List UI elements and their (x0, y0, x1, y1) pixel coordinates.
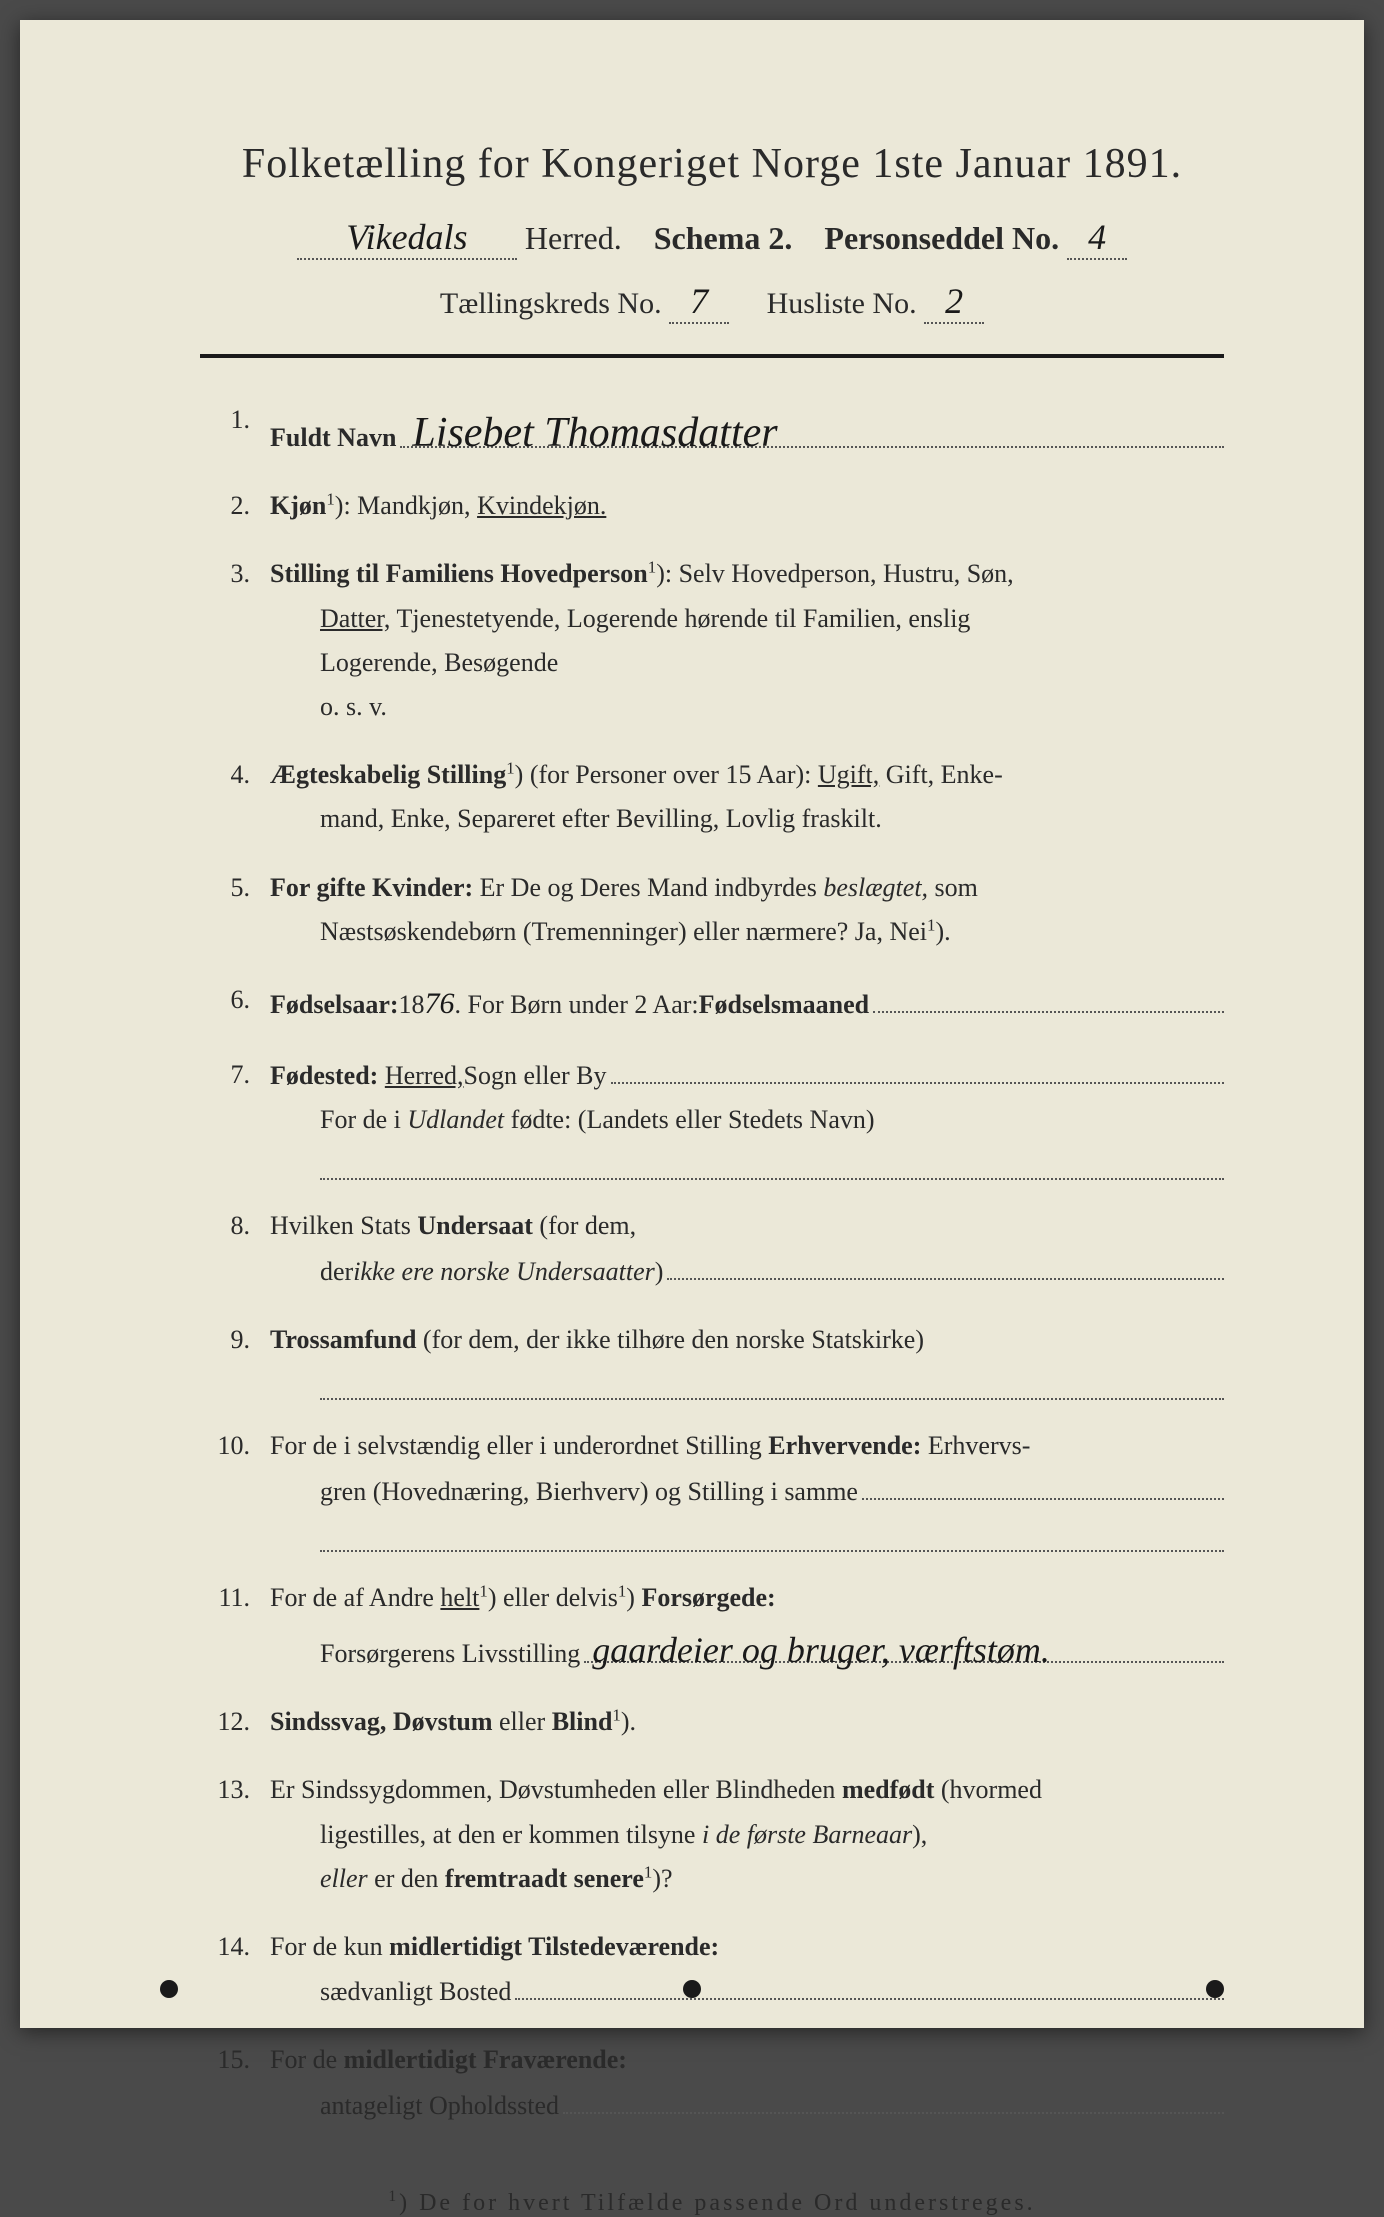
item-14: 14. For de kun midlertidigt Tilstedevære… (210, 1925, 1224, 2015)
herred-label: Herred. (525, 220, 622, 256)
item-8: 8. Hvilken Stats Undersaat (for dem, der… (210, 1204, 1224, 1294)
form-items: 1. Fuldt Navn Lisebet Thomasdatter 2. Kj… (200, 398, 1224, 2128)
item-num: 11. (210, 1576, 270, 1676)
item-label: Trossamfund (270, 1325, 416, 1354)
item-label: Fødselsaar: (270, 983, 399, 1027)
person-no: 4 (1067, 216, 1127, 260)
blank-line (320, 1370, 1224, 1400)
husliste-no: 2 (924, 280, 984, 324)
item-4: 4. Ægteskabelig Stilling1) (for Personer… (210, 753, 1224, 841)
item-label: Kjøn (270, 491, 326, 520)
item-label: medfødt (842, 1775, 934, 1804)
item-num: 2. (210, 484, 270, 528)
selected-ugift: Ugift, (818, 760, 879, 789)
item-label: Forsørgede: (641, 1583, 775, 1612)
item-num: 4. (210, 753, 270, 841)
page-title: Folketælling for Kongeriget Norge 1ste J… (200, 140, 1224, 188)
item-num: 3. (210, 552, 270, 729)
item-11: 11. For de af Andre helt1) eller delvis1… (210, 1576, 1224, 1676)
divider (200, 354, 1224, 358)
item-9: 9. Trossamfund (for dem, der ikke tilhør… (210, 1318, 1224, 1400)
item-10: 10. For de i selvstændig eller i underor… (210, 1424, 1224, 1552)
item-label: midlertidigt Tilstedeværende: (389, 1932, 719, 1961)
item-label: Sindssvag, Døvstum (270, 1707, 493, 1736)
item-label: Erhvervende: (768, 1431, 921, 1460)
census-form-page: Folketælling for Kongeriget Norge 1ste J… (20, 20, 1364, 2028)
name-value: Lisebet Thomasdatter (400, 398, 1224, 448)
item-label: Fuldt Navn (270, 416, 396, 460)
punch-hole-icon (683, 1980, 701, 1998)
item-num: 14. (210, 1925, 270, 2015)
item-5: 5. For gifte Kvinder: Er De og Deres Man… (210, 866, 1224, 954)
punch-hole-icon (1206, 1980, 1224, 1998)
item-1: 1. Fuldt Navn Lisebet Thomasdatter (210, 398, 1224, 460)
item-6: 6. Fødselsaar: 1876. For Børn under 2 Aa… (210, 978, 1224, 1029)
item-13: 13. Er Sindssygdommen, Døvstumheden elle… (210, 1768, 1224, 1901)
item-7: 7. Fødested: Herred, Sogn eller By For d… (210, 1053, 1224, 1181)
item-15: 15. For de midlertidigt Fraværende: anta… (210, 2038, 1224, 2128)
item-12: 12. Sindssvag, Døvstum eller Blind1). (210, 1700, 1224, 1744)
item-label: midlertidigt Fraværende: (344, 2045, 627, 2074)
item-label: Stilling til Familiens Hovedperson (270, 559, 648, 588)
item-3: 3. Stilling til Familiens Hovedperson1):… (210, 552, 1224, 729)
item-label: For gifte Kvinder: (270, 873, 473, 902)
item-num: 15. (210, 2038, 270, 2128)
selected-herred: Herred, (385, 1054, 464, 1098)
header-line-3: Tællingskreds No. 7 Husliste No. 2 (200, 280, 1224, 324)
person-label: Personseddel No. (824, 220, 1059, 256)
item-num: 6. (210, 978, 270, 1029)
kreds-label: Tællingskreds No. (440, 287, 662, 320)
item-label: Fødested: (270, 1054, 378, 1098)
herred-value: Vikedals (297, 216, 517, 260)
item-num: 9. (210, 1318, 270, 1400)
item-num: 13. (210, 1768, 270, 1901)
schema-label: Schema 2. (654, 220, 793, 256)
item-label: Ægteskabelig Stilling (270, 760, 506, 789)
kreds-no: 7 (669, 280, 729, 324)
footnote: 1) De for hvert Tilfælde passende Ord un… (200, 2188, 1224, 2217)
header-line-2: Vikedals Herred. Schema 2. Personseddel … (200, 216, 1224, 260)
item-num: 8. (210, 1204, 270, 1294)
selected-datter: Datter, (320, 604, 390, 633)
item-num: 12. (210, 1700, 270, 1744)
husliste-label: Husliste No. (767, 287, 917, 320)
provider-occupation: gaardeier og bruger, værftstøm. (584, 1620, 1224, 1663)
blank-line (320, 1522, 1224, 1552)
birth-year: 76 (425, 978, 455, 1029)
item-num: 10. (210, 1424, 270, 1552)
item-num: 1. (210, 398, 270, 460)
item-label: Undersaat (417, 1211, 533, 1240)
item-num: 5. (210, 866, 270, 954)
item-2: 2. Kjøn1): Mandkjøn, Kvindekjøn. (210, 484, 1224, 528)
punch-hole-icon (160, 1980, 178, 1998)
blank-line (320, 1150, 1224, 1180)
item-num: 7. (210, 1053, 270, 1181)
birth-month-field (873, 982, 1224, 1013)
selected-kvindekjon: Kvindekjøn. (477, 491, 606, 520)
